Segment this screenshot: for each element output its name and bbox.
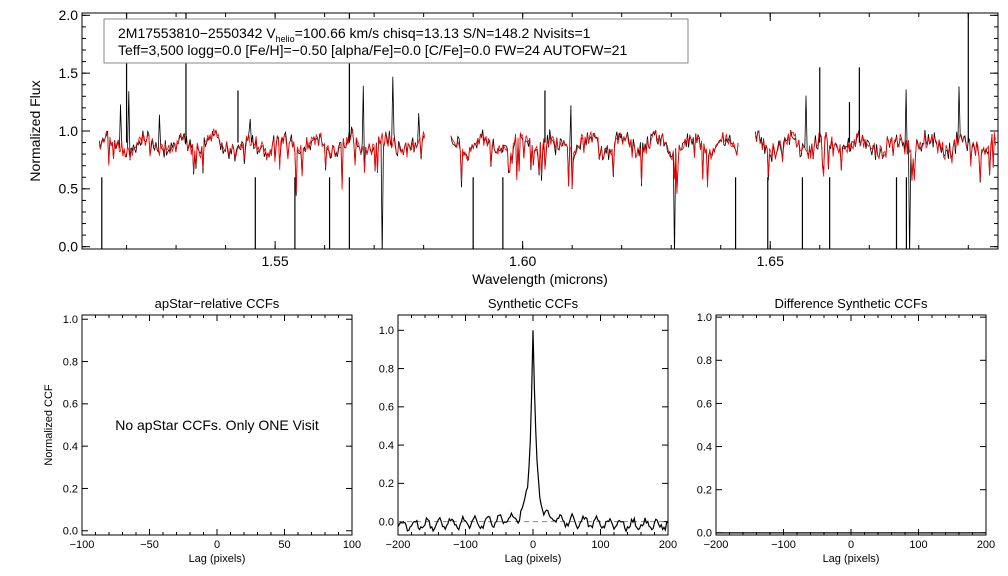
x-tick-label: −100 (70, 539, 95, 551)
x-tick-label: 100 (591, 539, 609, 551)
y-tick-label: 0.8 (697, 355, 712, 367)
x-tick-label: −200 (704, 539, 729, 551)
y-tick-label: 0.8 (379, 363, 394, 375)
y-tick-label: 0.2 (63, 483, 78, 495)
y-tick-label: 0.2 (379, 478, 394, 490)
no-ccf-message: No apStar CCFs. Only ONE Visit (115, 417, 319, 433)
panel-title: Synthetic CCFs (488, 296, 579, 311)
x-tick-label: 1.60 (509, 253, 536, 269)
panel-title: Difference Synthetic CCFs (775, 296, 928, 311)
x-tick-label: −50 (140, 539, 159, 551)
x-tick-label: 1.55 (261, 253, 288, 269)
y-tick-label: 0.2 (697, 485, 712, 497)
y-tick-label: 0.8 (63, 356, 78, 368)
y-tick-label: 2.0 (59, 7, 79, 23)
y-tick-label: 0.6 (379, 402, 394, 414)
y-tick-label: 0.0 (697, 528, 712, 540)
x-tick-label: 200 (659, 539, 677, 551)
x-tick-label: 0 (214, 539, 220, 551)
annotation-box (103, 18, 689, 64)
y-tick-label: 1.0 (59, 123, 79, 139)
panel-title: apStar−relative CCFs (155, 296, 280, 311)
x-tick-label: −100 (771, 539, 796, 551)
y-tick-label: 1.5 (59, 65, 79, 81)
spectrum-panel: 1.55 1.60 1.65 0.0 0.5 1.0 1.5 2.0 Wavelength (m… (27, 7, 999, 287)
x-tick-label: 100 (909, 539, 927, 551)
difference-ccf-panel: −200 −100 0 100 200 0.0 0.2 0.4 0.6 0.8 1.0 Differe… (697, 296, 995, 565)
y-tick-label: 0.0 (59, 239, 79, 255)
y-tick-label: 0.0 (63, 526, 78, 538)
apstar-ccf-panel: −100 −50 0 50 100 0.0 0.2 0.4 0.6 0.8 1.0 apStar−re… (43, 296, 361, 565)
x-tick-label: 50 (278, 539, 290, 551)
x-tick-label: 1.65 (757, 253, 784, 269)
plot-frame (715, 314, 987, 536)
y-tick-label: 0.5 (59, 181, 79, 197)
y-tick-label: 0.6 (63, 399, 78, 411)
x-axis-label: Lag (pixels) (189, 553, 246, 565)
y-tick-label: 0.4 (697, 441, 712, 453)
x-axis-label: Lag (pixels) (823, 553, 880, 565)
y-tick-label: 1.0 (697, 312, 712, 324)
x-tick-label: 0 (848, 539, 854, 551)
annotation-star-id: 2M17553810−2550342 V (118, 25, 276, 41)
y-tick-label: 0.0 (379, 516, 394, 528)
x-tick-label: 0 (530, 539, 536, 551)
x-tick-label: 100 (343, 539, 361, 551)
x-tick-label: 200 (977, 539, 995, 551)
x-axis-label: Wavelength (microns) (472, 271, 608, 287)
synthetic-ccf-line (397, 330, 669, 533)
y-tick-label: 0.6 (697, 398, 712, 410)
y-tick-label: 0.4 (63, 441, 78, 453)
annotation-subscript: helio (276, 34, 295, 44)
annotation-line-1: 2M17553810−2550342 Vhelio=100.66 km/s ch… (118, 25, 591, 44)
y-tick-label: 0.4 (379, 440, 394, 452)
y-tick-label: 1.0 (63, 314, 78, 326)
x-axis-label: Lag (pixels) (505, 553, 562, 565)
y-axis-label: Normalized CCF (43, 384, 55, 466)
synthetic-ccf-panel: −200 −100 0 100 200 0.0 0.2 0.4 0.6 0.8 1.0 Synthet… (379, 296, 677, 565)
annotation-params: =100.66 km/s chisq=13.13 S/N=148.2 Nvisi… (295, 25, 591, 41)
x-tick-label: −100 (453, 539, 478, 551)
annotation-line-2: Teff=3,500 logg=0.0 [Fe/H]=−0.50 [alpha/… (118, 42, 627, 58)
synthetic-spectrum-line (98, 128, 996, 194)
y-axis-label: Normalized Flux (27, 80, 43, 181)
x-tick-label: −200 (386, 539, 411, 551)
observed-spectrum-line (98, 76, 996, 249)
y-tick-label: 1.0 (379, 325, 394, 337)
